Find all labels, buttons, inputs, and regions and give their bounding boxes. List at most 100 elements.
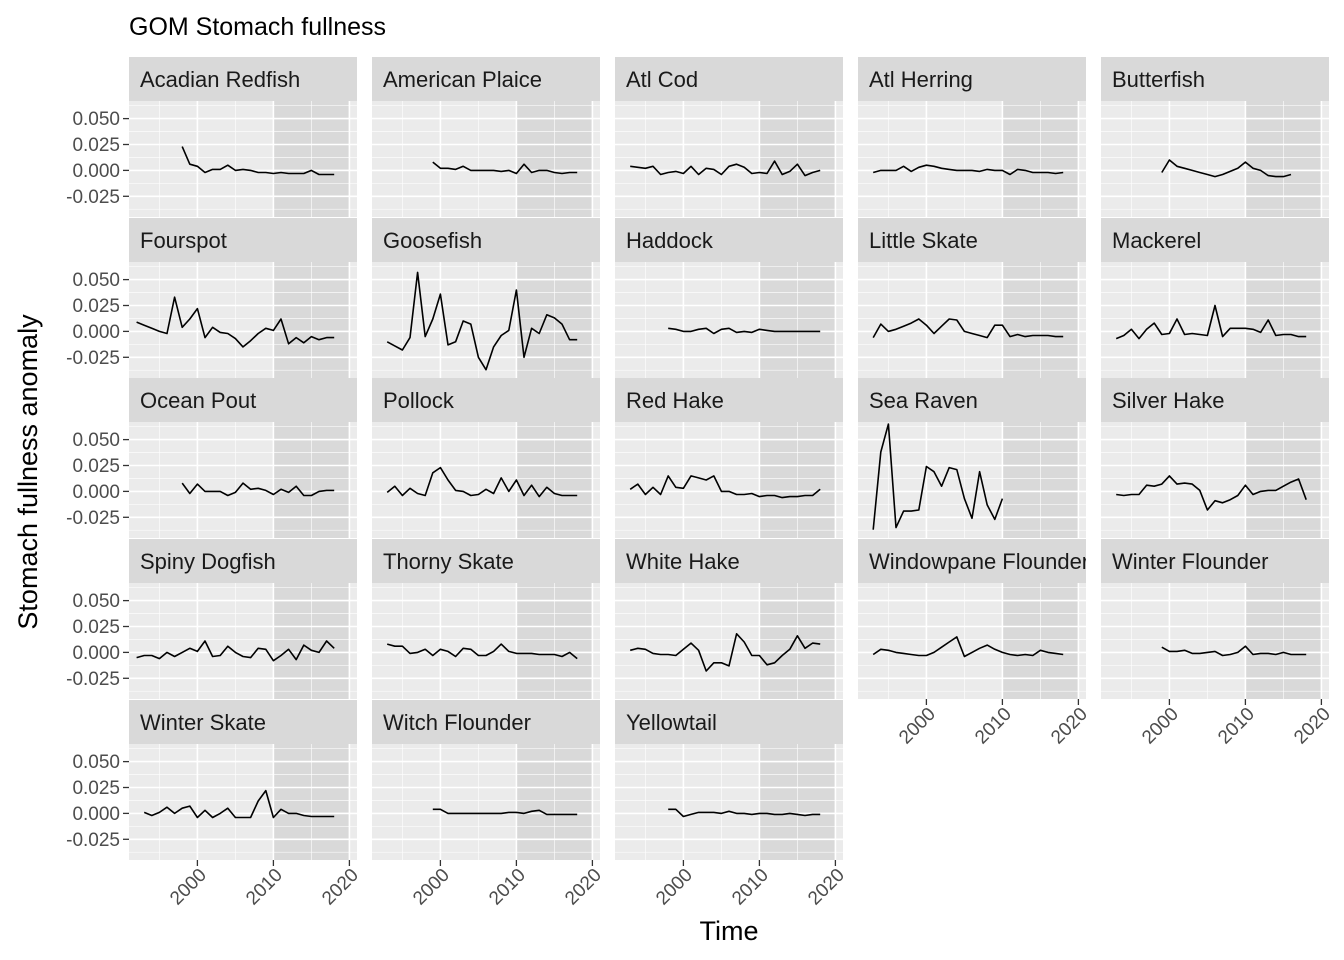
facet-strip-label: American Plaice [383, 67, 542, 92]
facet-strip-label: Mackerel [1112, 228, 1201, 253]
facet-strip-label: Winter Skate [140, 710, 266, 735]
series-line [872, 318, 1064, 339]
series-line [181, 146, 335, 176]
y-tick-label: -0.025 [66, 348, 120, 369]
series-line [1115, 304, 1307, 340]
facet-panel: Spiny Dogfish -0.025 0.000 0.025 0.050 [66, 539, 357, 699]
facet-strip [615, 218, 843, 262]
facet-panel: Witch Flounder 2000 2010 2020 [372, 700, 606, 909]
facet-strip [129, 378, 357, 422]
x-tick-label: 2000 [895, 704, 940, 749]
facet-panel: White Hake [615, 539, 843, 699]
facet-strip-label: Windowpane Flounder [869, 549, 1089, 574]
facet-strip-label: Acadian Redfish [140, 67, 300, 92]
facet-panels: Acadian Redfish -0.025 0.000 0.025 0.050 Amer… [66, 57, 1335, 909]
series-line [1116, 475, 1307, 511]
facet-strip [129, 539, 357, 583]
x-tick-label: 2020 [1047, 704, 1092, 749]
facet-strip [615, 378, 843, 422]
facet-strip-label: Butterfish [1112, 67, 1205, 92]
x-tick-label: 2010 [485, 865, 530, 910]
series-line [136, 296, 335, 348]
facet-strip [372, 218, 600, 262]
facet-strip [372, 700, 600, 744]
y-tick-label: 0.050 [72, 591, 120, 612]
facet-panel: Goosefish [372, 218, 600, 378]
facet-strip [372, 378, 600, 422]
facet-strip [129, 218, 357, 262]
y-tick-label: 0.025 [72, 617, 120, 638]
x-tick-label: 2000 [1138, 704, 1183, 749]
x-tick-label: 2000 [409, 865, 454, 910]
y-tick-label: -0.025 [66, 187, 120, 208]
y-axis-title: Stomach fullness anomaly [13, 314, 43, 630]
facet-strip [615, 700, 843, 744]
facet-strip-label: Spiny Dogfish [140, 549, 276, 574]
facet-strip [1101, 539, 1329, 583]
series-line [386, 643, 578, 660]
facet-panel: Thorny Skate [372, 539, 600, 699]
x-tick-label: 2010 [242, 865, 287, 910]
series-line [629, 475, 821, 499]
facet-panel: Pollock [372, 378, 600, 538]
y-tick-label: -0.025 [66, 669, 120, 690]
facet-strip [858, 378, 1086, 422]
facet-panel: Yellowtail 2000 2010 2020 [615, 700, 849, 909]
facet-strip-label: Witch Flounder [383, 710, 531, 735]
series-line [386, 271, 578, 371]
series-line [629, 632, 821, 672]
series-line [872, 636, 1064, 658]
x-tick-label: 2020 [318, 865, 363, 910]
facet-strip [1101, 57, 1329, 101]
y-tick-label: 0.000 [72, 643, 120, 664]
y-tick-label: 0.025 [72, 296, 120, 317]
y-tick-label: 0.000 [72, 161, 120, 182]
facet-strip [858, 57, 1086, 101]
y-tick-label: 0.050 [72, 270, 120, 291]
facet-panel: Winter Flounder 2000 2010 2020 [1101, 539, 1335, 748]
facet-panel: Silver Hake [1101, 378, 1329, 538]
facet-panel: Ocean Pout -0.025 0.000 0.025 0.050 [66, 378, 357, 538]
y-tick-label: 0.025 [72, 778, 120, 799]
series-line [181, 482, 335, 497]
y-tick-label: 0.025 [72, 135, 120, 156]
facet-panel: Sea Raven [858, 378, 1086, 538]
facet-strip [1101, 378, 1329, 422]
y-tick-label: 0.025 [72, 456, 120, 477]
facet-strip-label: Atl Herring [869, 67, 973, 92]
x-tick-label: 2000 [166, 865, 211, 910]
facet-panel: Red Hake [615, 378, 843, 538]
facet-panel: Butterfish [1101, 57, 1329, 217]
y-tick-label: 0.050 [72, 109, 120, 130]
facet-panel: Acadian Redfish -0.025 0.000 0.025 0.050 [66, 57, 357, 217]
x-tick-label: 2020 [561, 865, 606, 910]
x-tick-label: 2010 [1214, 704, 1259, 749]
facet-panel: Atl Cod [615, 57, 843, 217]
facet-strip [858, 539, 1086, 583]
facet-strip-label: Atl Cod [626, 67, 698, 92]
facet-panel: Winter Skate -0.025 0.000 0.025 0.050 2000 201… [66, 700, 363, 909]
y-tick-label: 0.000 [72, 804, 120, 825]
y-tick-label: -0.025 [66, 508, 120, 529]
x-axis-title: Time [700, 916, 759, 946]
facet-strip-label: Thorny Skate [383, 549, 514, 574]
facet-panel: Atl Herring [858, 57, 1086, 217]
facet-strip-label: Pollock [383, 388, 455, 413]
facet-strip [129, 700, 357, 744]
facet-strip-label: Silver Hake [1112, 388, 1224, 413]
facet-strip-label: Yellowtail [626, 710, 717, 735]
facet-strip [615, 57, 843, 101]
y-tick-label: -0.025 [66, 830, 120, 851]
series-line [136, 640, 335, 662]
series-line [872, 164, 1064, 176]
facet-strip [129, 57, 357, 101]
facet-panel: Little Skate [858, 218, 1086, 378]
facet-strip [615, 539, 843, 583]
x-tick-label: 2010 [728, 865, 773, 910]
facet-strip-label: Little Skate [869, 228, 978, 253]
series-line [630, 160, 821, 177]
facet-strip-label: Ocean Pout [140, 388, 256, 413]
x-tick-label: 2020 [1290, 704, 1335, 749]
x-tick-label: 2020 [804, 865, 849, 910]
